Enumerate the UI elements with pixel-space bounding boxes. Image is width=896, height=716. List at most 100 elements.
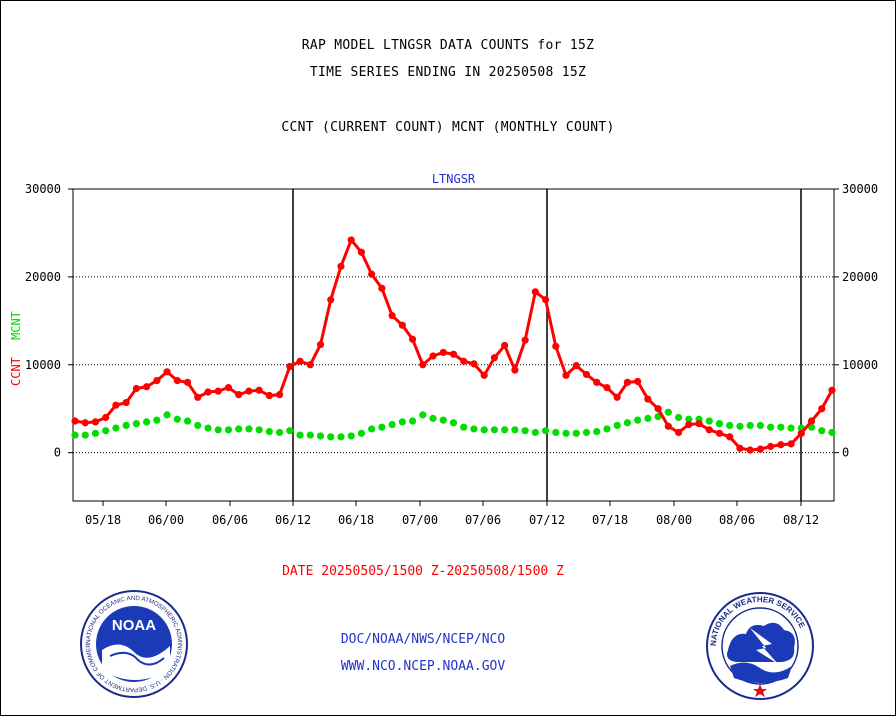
x-tick-label: 08/12 [783,513,819,527]
data-point-mcnt [521,427,529,435]
data-point-mcnt [685,415,693,423]
noaa-logo: NOAA NATIONAL OCEANIC AND ATMOSPHERIC AD… [80,590,188,698]
title-line-3: CCNT (CURRENT COUNT) MCNT (MONTHLY COUNT… [281,120,615,135]
data-point-mcnt [470,425,478,433]
data-point-mcnt [316,432,325,440]
data-point-ccnt [378,284,386,292]
data-point-mcnt [664,408,672,416]
data-point-ccnt [511,366,519,374]
data-point-mcnt [347,432,355,440]
data-point-mcnt [767,423,775,431]
data-point-mcnt [102,427,110,435]
data-point-ccnt [81,419,89,427]
data-point-ccnt [767,442,775,451]
data-point-ccnt [449,350,458,358]
data-point-ccnt [337,262,345,270]
data-point-ccnt [286,362,294,371]
data-point-mcnt [286,427,294,435]
data-point-ccnt [224,384,233,392]
y-axis-label-mcnt: MCNT [9,311,23,340]
data-point-mcnt [132,420,140,428]
data-point-mcnt [173,415,181,423]
data-point-mcnt [368,425,376,433]
data-point-ccnt [705,426,713,434]
data-point-mcnt [531,428,539,437]
x-tick-label: 05/18 [85,513,121,527]
data-point-ccnt [368,270,376,278]
data-point-mcnt [828,428,836,437]
data-point-ccnt [265,391,273,400]
data-point-mcnt [255,426,263,434]
data-point-mcnt [490,426,499,434]
data-point-mcnt [398,418,406,426]
data-point-ccnt [807,417,816,425]
data-point-mcnt [746,421,754,430]
y-tick-label-right: 0 [842,446,849,460]
data-point-ccnt [143,383,151,391]
data-point-ccnt [715,429,724,437]
data-point-ccnt [541,296,550,304]
data-point-ccnt [460,357,468,365]
x-tick-label: 07/06 [465,513,501,527]
y-axis-series-labels: CCNT MCNT [9,311,23,386]
x-tick-label: 07/00 [402,513,438,527]
nws-logo: NATIONAL WEATHER SERVICE [706,592,814,700]
data-point-ccnt [204,388,212,396]
plot-area-border [72,188,835,502]
y-tick-label-right: 10000 [842,358,878,372]
y-tick-label-right: 30000 [842,182,878,196]
x-tick-label: 06/12 [275,513,311,527]
x-tick-label: 08/00 [656,513,692,527]
data-point-mcnt [122,421,130,430]
data-point-ccnt [818,405,826,413]
data-point-mcnt [224,426,233,434]
data-point-ccnt [562,371,570,379]
data-point-mcnt [71,431,79,439]
data-point-ccnt [480,371,488,379]
data-point-ccnt [408,335,417,343]
data-point-ccnt [634,377,642,386]
data-point-ccnt [674,428,683,437]
data-point-mcnt [818,427,826,435]
data-point-mcnt [357,429,366,437]
data-point-ccnt [552,342,560,350]
data-point-ccnt [603,384,611,392]
data-point-ccnt [347,236,355,244]
data-point-mcnt [153,416,161,424]
data-point-ccnt [132,384,140,393]
data-point-mcnt [726,421,734,430]
data-point-mcnt [593,427,601,436]
data-point-ccnt [255,386,263,394]
data-point-ccnt [91,418,100,426]
data-point-mcnt [245,425,253,433]
data-point-mcnt [429,414,437,422]
data-point-ccnt [695,420,703,428]
x-tick-label: 06/06 [212,513,248,527]
y-tick-label-left: 30000 [25,182,61,196]
data-point-ccnt [71,417,79,425]
data-point-ccnt [572,362,580,370]
data-point-mcnt [572,429,580,437]
data-point-ccnt [521,336,529,344]
data-point-ccnt [470,360,478,368]
data-point-mcnt [623,419,632,427]
data-point-mcnt [275,428,284,437]
data-point-mcnt [705,417,713,425]
y-axis-label-ccnt: CCNT [9,357,23,386]
data-point-mcnt [736,422,744,430]
x-tick-label: 06/18 [338,513,374,527]
data-point-mcnt [460,423,468,431]
date-range-label: DATE 20250505/1500 Z-20250508/1500 Z [282,564,564,579]
data-point-ccnt [122,398,130,407]
data-point-ccnt [654,405,662,413]
data-point-ccnt [306,361,314,369]
data-point-mcnt [654,413,662,421]
data-point-mcnt [501,426,509,434]
data-point-mcnt [674,413,683,422]
data-point-mcnt [194,421,202,430]
data-point-ccnt [419,361,427,369]
data-point-ccnt [163,368,171,376]
data-point-ccnt [388,311,396,320]
data-point-mcnt [81,431,89,439]
